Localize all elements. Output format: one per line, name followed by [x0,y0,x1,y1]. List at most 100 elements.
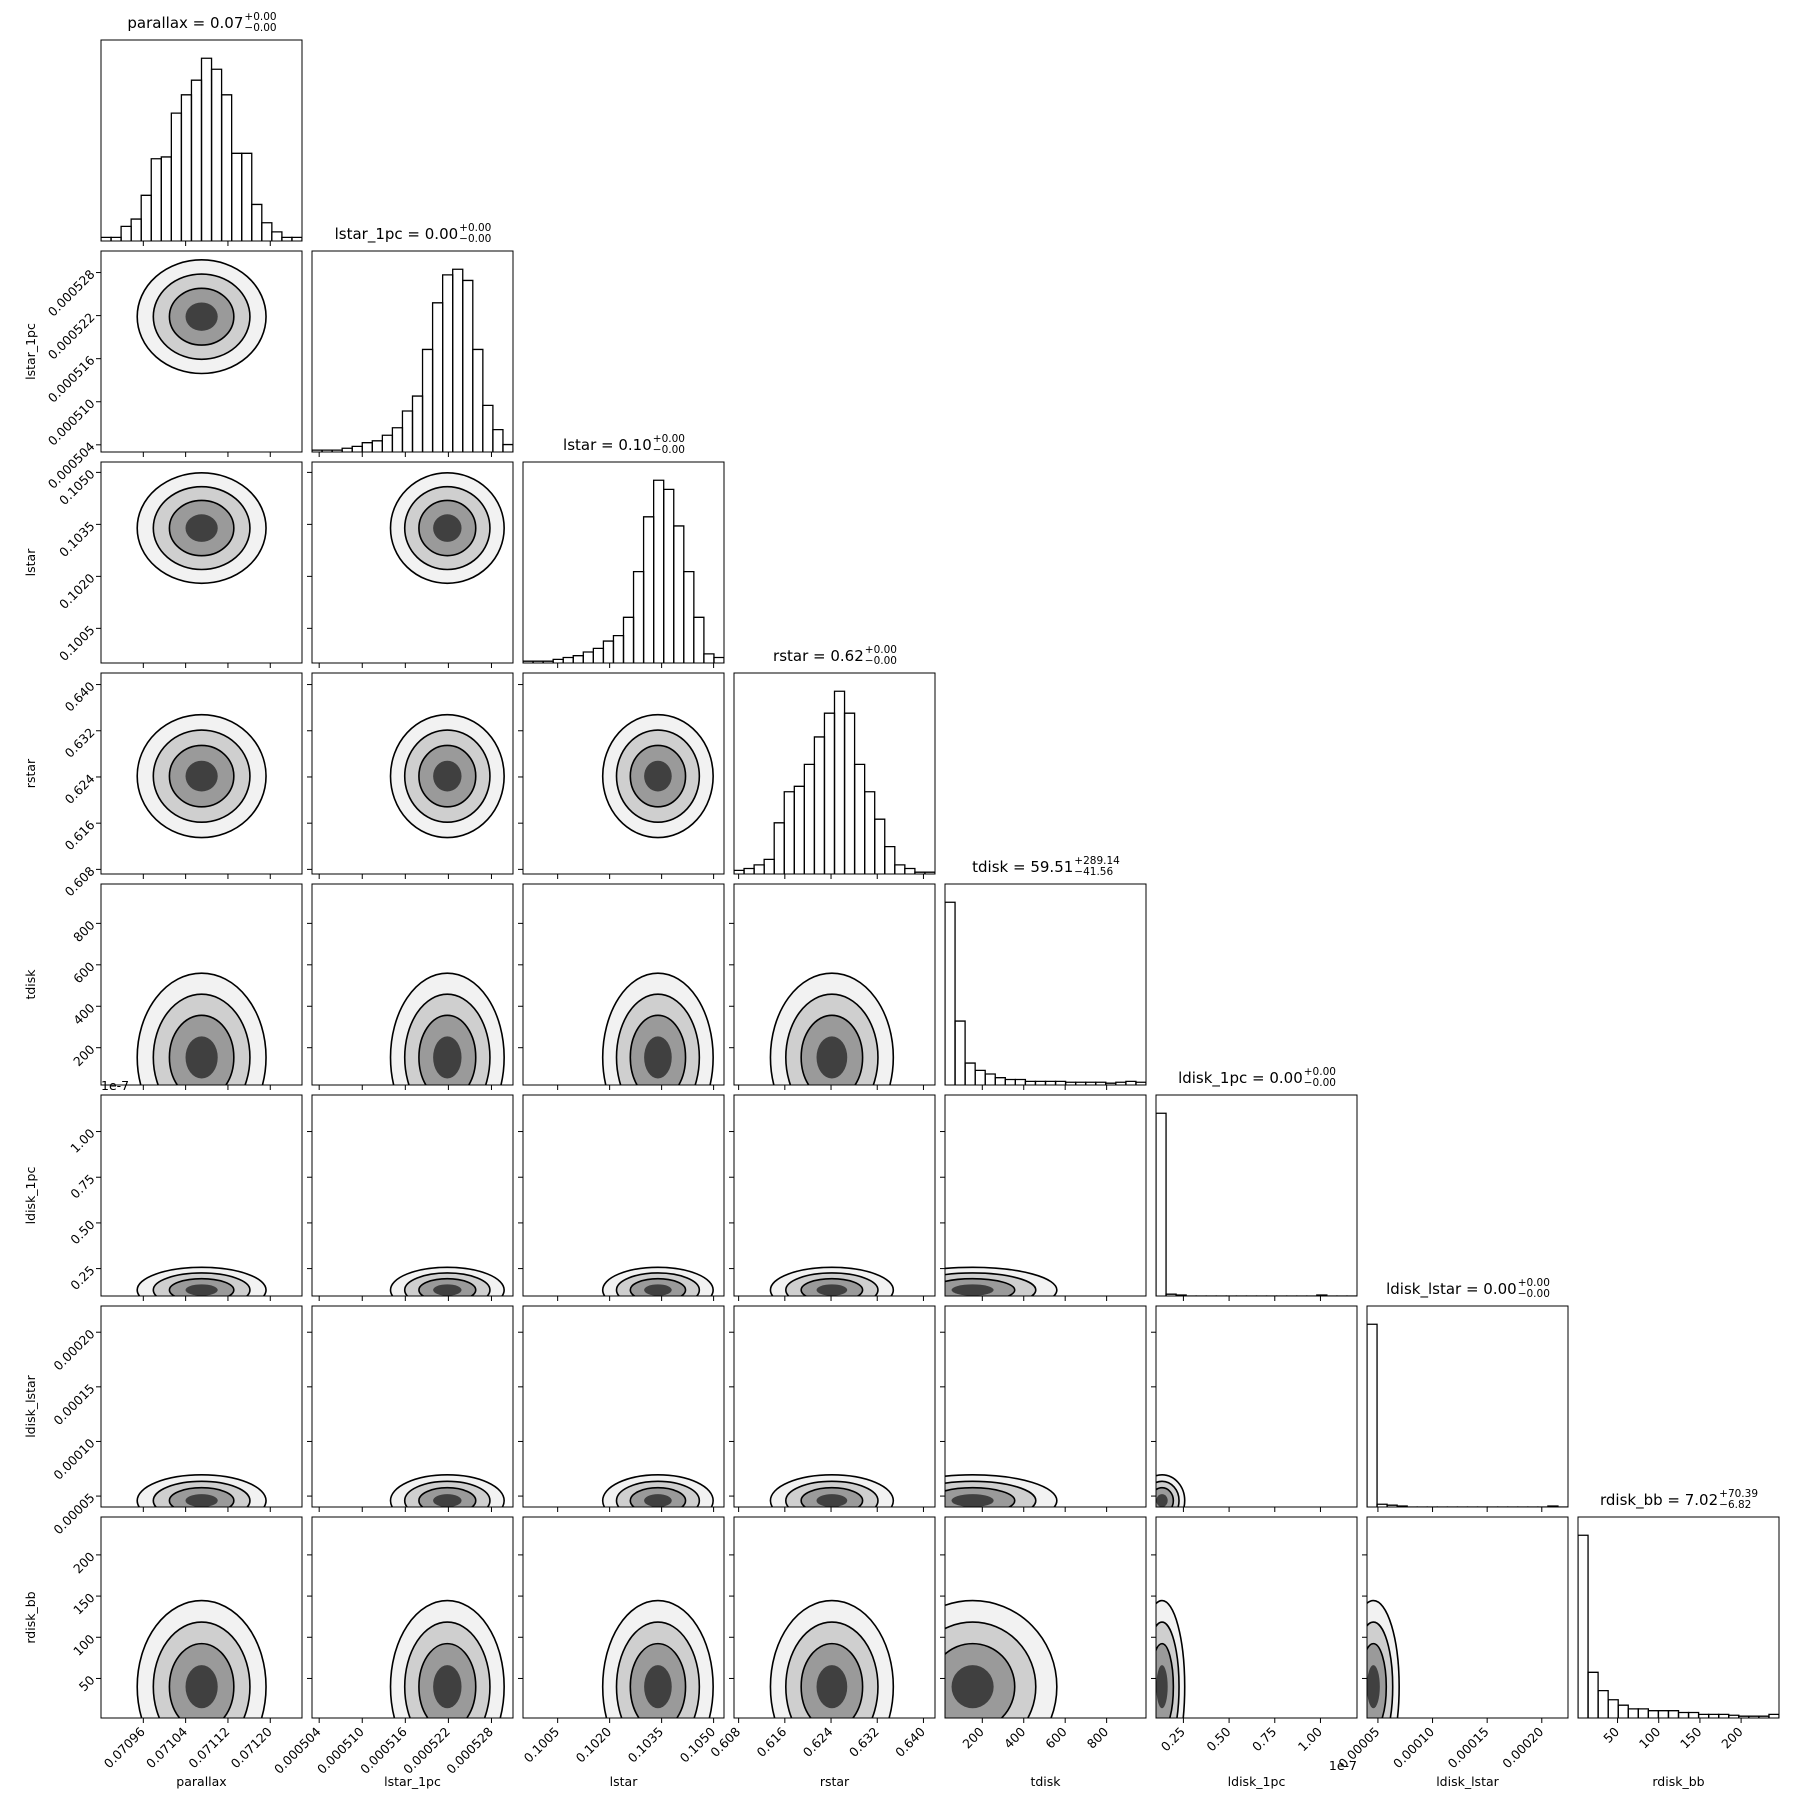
histogram-bin [381,434,394,452]
y-tick-label: 0.00015 [50,1381,97,1428]
x-tick-label: 0.75 [1249,1724,1279,1754]
panel-frame [522,883,725,1086]
density-contour [644,1494,672,1507]
histogram-bin [663,488,675,663]
title-lower-error: −0.00 [459,233,491,245]
panel-title: ldisk_lstar = 0.00 [1386,1280,1517,1299]
x-tick-label: 400 [1001,1724,1029,1752]
density-contour [816,1284,848,1296]
histogram-bin [421,348,434,452]
title-lower-error: −0.00 [1304,1077,1336,1089]
histogram-bin [1617,1704,1629,1718]
panel-frame [733,1516,936,1719]
x-offset-text: 1e-7 [1329,1758,1357,1773]
histogram-bin [1627,1708,1639,1718]
histogram-bin [361,442,373,452]
panel [601,713,714,839]
panel-frame [1155,1516,1358,1719]
panel [601,1266,714,1296]
panel-frame [311,1305,514,1508]
title-lower-error: −6.82 [1719,1499,1751,1511]
histogram-bin [622,616,635,663]
histogram-bin [1597,1689,1609,1718]
histogram-bin [783,791,795,874]
density-contour [185,302,218,331]
density-contour [951,1665,994,1709]
histogram-bin [220,94,233,241]
y-tick-label: 50 [76,1672,98,1694]
y-tick-label: 100 [70,1631,98,1659]
histogram-bin [693,616,705,663]
panel-title: lstar_1pc = 0.00 [335,225,459,244]
panel [601,1599,714,1718]
histogram-bin [150,158,162,241]
panel [101,57,302,241]
histogram-bin [1547,1505,1559,1507]
density-contour [433,514,462,542]
panel-frame [1366,1516,1569,1719]
x-tick-label: 0.1020 [573,1724,615,1766]
x-tick-label: 150 [1677,1724,1705,1752]
histogram-bin [291,236,302,241]
histogram-bin [874,818,886,874]
x-tick-label: 0.07112 [185,1724,232,1771]
y-axis-label: rdisk_bb [23,1591,38,1643]
panel [1156,1112,1357,1296]
y-tick-label: 800 [70,917,98,945]
panel-frame [100,250,303,453]
x-axis-label: lstar [610,1774,639,1789]
panel [1367,1323,1568,1507]
density-contour [185,1665,218,1709]
panel-frame [1577,1516,1780,1719]
panel-title: rstar = 0.62 [773,647,864,665]
panel [1367,1599,1400,1718]
y-tick-label: 0.00010 [50,1435,97,1482]
histogram-bin [190,79,203,241]
y-tick-label: 0.000528 [45,267,98,320]
panel-frame [311,883,514,1086]
y-tick-label: 0.1035 [56,518,98,560]
panel [389,972,505,1085]
density-contour [951,1284,994,1296]
x-tick-label: 0.07120 [228,1724,275,1771]
panel-frame [522,461,725,664]
panel [769,1266,895,1296]
histogram-bin [401,410,414,452]
y-offset-text: 1e-7 [101,1078,129,1093]
panel-frame [733,672,936,875]
x-tick-label: 0.000528 [443,1724,496,1777]
panel-frame [944,1516,1147,1719]
histogram-bin [1396,1505,1408,1507]
density-contour [816,1036,848,1079]
histogram-bin [813,736,826,874]
panel [136,472,267,585]
panel-frame [1366,1305,1569,1508]
x-axis-label: ldisk_1pc [1228,1774,1286,1789]
panel [945,1266,1058,1296]
x-axis-label: parallax [176,1774,226,1789]
y-axis-label: ldisk_lstar [23,1374,38,1437]
panel [389,1599,505,1718]
panel-frame [944,883,1147,1086]
histogram-bin [391,427,404,452]
histogram-bin [231,152,243,241]
title-upper-error: +0.00 [865,644,897,656]
histogram-bin [1587,1671,1599,1718]
panel [136,1266,267,1296]
panel [945,1599,1058,1718]
density-contour [644,760,672,792]
histogram-bin [974,1069,986,1085]
histogram-bin [210,68,223,241]
panel [389,1266,505,1296]
title-lower-error: −41.56 [1074,866,1113,878]
y-tick-label: 0.624 [62,771,98,807]
x-tick-label: 100 [1636,1724,1664,1752]
panel-frame [522,672,725,875]
y-axis-label: lstar [23,548,38,577]
x-tick-label: 200 [959,1724,987,1752]
histogram-bin [843,712,856,874]
y-tick-label: 200 [70,1549,98,1577]
y-tick-label: 400 [70,1000,98,1028]
y-axis-label: rstar [23,758,38,788]
